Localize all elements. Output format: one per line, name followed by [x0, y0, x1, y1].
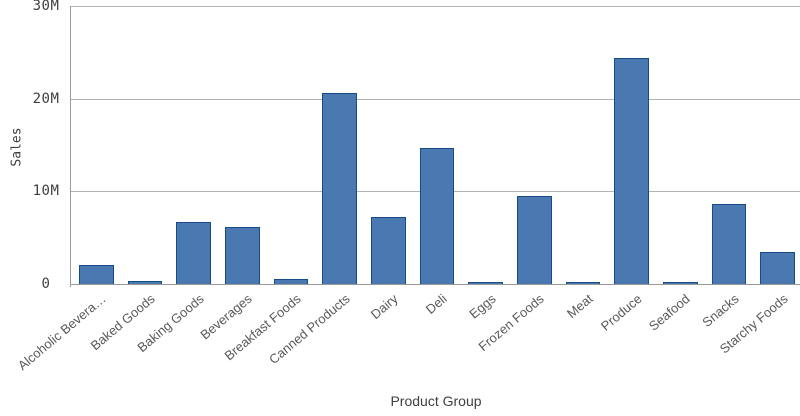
bar[interactable] — [273, 279, 309, 284]
x-axis-label[interactable]: Deli — [422, 291, 450, 317]
bar[interactable] — [79, 265, 114, 284]
x-axis-label[interactable]: Seafood — [646, 291, 693, 334]
bar[interactable] — [225, 227, 260, 284]
bar[interactable] — [663, 282, 698, 284]
bar[interactable] — [760, 252, 795, 284]
y-tick-label: 0 — [41, 276, 51, 292]
gridline — [70, 99, 800, 100]
bar[interactable] — [468, 282, 503, 284]
bar[interactable] — [565, 282, 601, 284]
bar[interactable] — [711, 204, 747, 284]
x-axis-label[interactable]: Eggs — [465, 291, 499, 322]
bar[interactable] — [176, 222, 211, 284]
x-axis-label[interactable]: Meat — [563, 291, 596, 322]
x-axis-line — [70, 284, 800, 285]
bar[interactable] — [614, 58, 649, 284]
y-axis-line — [70, 6, 71, 287]
bar[interactable] — [371, 217, 406, 284]
x-axis-title: Product Group — [390, 393, 482, 409]
y-axis-title: Sales — [9, 127, 25, 167]
y-tick-label: 20M — [32, 91, 60, 107]
x-axis-label[interactable]: Snacks — [699, 291, 742, 330]
bar[interactable] — [517, 196, 552, 284]
y-tick-label: 10M — [32, 183, 60, 199]
bar[interactable] — [127, 281, 163, 284]
x-axis-label[interactable]: Dairy — [368, 291, 401, 322]
x-axis-label[interactable]: Produce — [597, 291, 645, 334]
gridline — [70, 6, 800, 7]
x-axis-label[interactable]: Alcoholic Bevera… — [15, 291, 109, 374]
y-tick-label: 30M — [32, 0, 60, 14]
bar[interactable] — [322, 93, 357, 284]
bar[interactable] — [419, 148, 455, 284]
